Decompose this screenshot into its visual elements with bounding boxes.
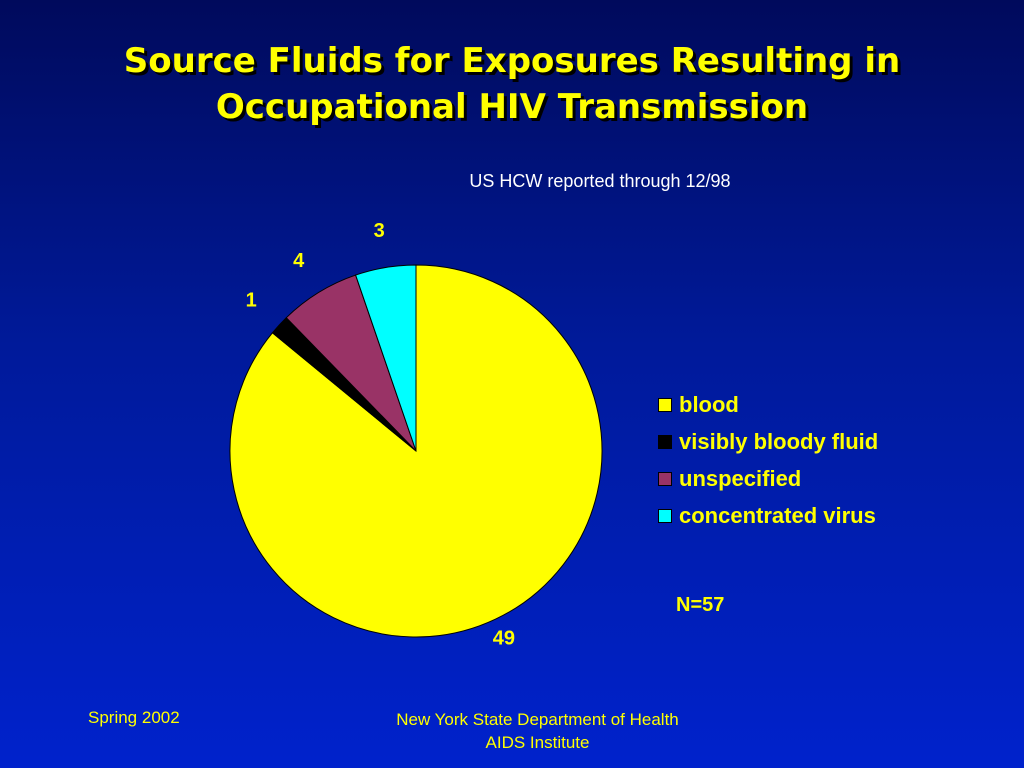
title-line-1: Source Fluids for Exposures Resulting in: [123, 41, 901, 81]
legend-label-blood: blood: [679, 391, 739, 417]
legend-item-unspecified: unspecified: [658, 460, 878, 497]
legend-item-concentrated-virus: concentrated virus: [658, 497, 878, 534]
legend-item-blood: blood: [658, 386, 878, 423]
legend-swatch-concentrated-virus: [658, 508, 672, 523]
footer-organization: New York State Department of Health AIDS…: [340, 708, 735, 754]
chart-subtitle: US HCW reported through 12/98: [469, 171, 731, 191]
data-label-visibly-bloody-fluid: 1: [246, 289, 257, 311]
legend-label-concentrated-virus: concentrated virus: [679, 502, 876, 528]
legend-label-visibly-bloody-fluid: visibly bloody fluid: [679, 428, 879, 454]
slide-title: Source Fluids for Exposures Resulting in…: [40, 38, 984, 130]
data-label-unspecified: 4: [293, 250, 305, 272]
data-label-concentrated-virus: 3: [374, 220, 385, 242]
legend-swatch-blood: [658, 397, 672, 412]
data-label-blood: 49: [493, 627, 515, 649]
legend-swatch-visibly-bloody-fluid: [658, 434, 672, 449]
footer-date: Spring 2002: [88, 708, 180, 727]
footer-org-line-1: New York State Department of Health: [396, 710, 679, 729]
legend-swatch-unspecified: [658, 471, 672, 486]
footer-org-line-2: AIDS Institute: [485, 733, 590, 752]
pie-slice-concentrated-virus: [354, 264, 417, 452]
legend-item-visibly-bloody-fluid: visibly bloody fluid: [658, 423, 878, 460]
legend-label-unspecified: unspecified: [679, 465, 802, 491]
title-line-2: Occupational HIV Transmission: [215, 87, 809, 127]
sample-size-note: N=57: [676, 594, 725, 616]
chart-legend: blood visibly bloody fluid unspecified c…: [658, 386, 878, 534]
